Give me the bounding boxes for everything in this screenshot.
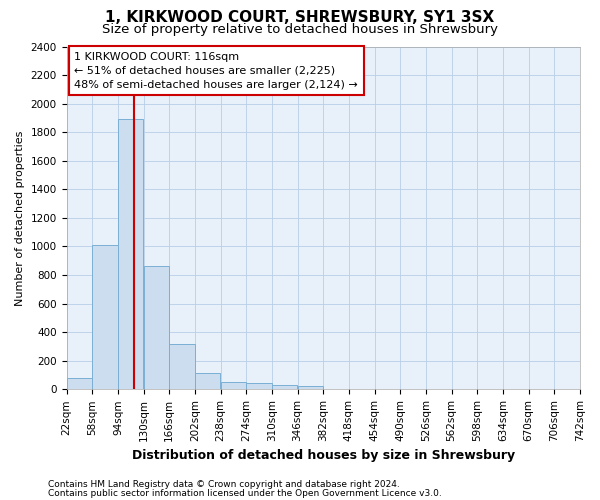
Bar xyxy=(247,384,272,390)
Y-axis label: Number of detached properties: Number of detached properties xyxy=(15,130,25,306)
Bar xyxy=(169,344,195,390)
X-axis label: Distribution of detached houses by size in Shrewsbury: Distribution of detached houses by size … xyxy=(132,450,515,462)
Bar xyxy=(118,120,143,390)
Bar xyxy=(195,373,220,390)
Bar xyxy=(272,386,298,390)
Text: 1 KIRKWOOD COURT: 116sqm
← 51% of detached houses are smaller (2,225)
48% of sem: 1 KIRKWOOD COURT: 116sqm ← 51% of detach… xyxy=(74,52,358,90)
Bar xyxy=(67,378,92,390)
Text: Contains HM Land Registry data © Crown copyright and database right 2024.: Contains HM Land Registry data © Crown c… xyxy=(48,480,400,489)
Bar xyxy=(221,382,246,390)
Bar xyxy=(144,266,169,390)
Bar xyxy=(92,245,118,390)
Text: 1, KIRKWOOD COURT, SHREWSBURY, SY1 3SX: 1, KIRKWOOD COURT, SHREWSBURY, SY1 3SX xyxy=(106,10,494,25)
Text: Contains public sector information licensed under the Open Government Licence v3: Contains public sector information licen… xyxy=(48,488,442,498)
Text: Size of property relative to detached houses in Shrewsbury: Size of property relative to detached ho… xyxy=(102,22,498,36)
Bar xyxy=(298,386,323,390)
